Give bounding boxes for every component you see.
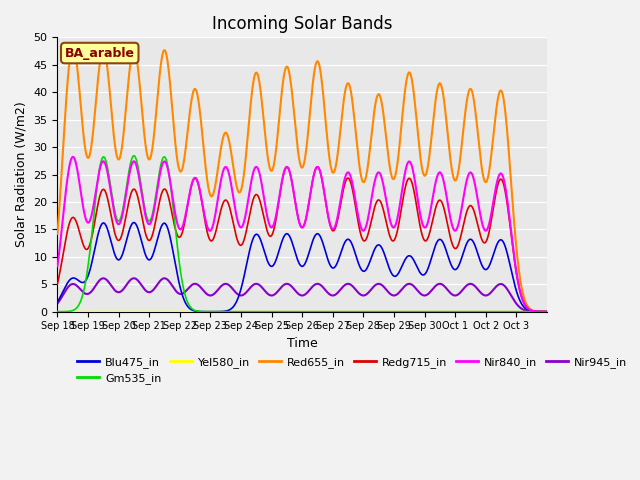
Y-axis label: Solar Radiation (W/m2): Solar Radiation (W/m2) [15, 102, 28, 247]
X-axis label: Time: Time [287, 337, 317, 350]
Title: Incoming Solar Bands: Incoming Solar Bands [212, 15, 392, 33]
Legend: Blu475_in, Gm535_in, Yel580_in, Red655_in, Redg715_in, Nir840_in, Nir945_in: Blu475_in, Gm535_in, Yel580_in, Red655_i… [73, 352, 632, 388]
Text: BA_arable: BA_arable [65, 47, 135, 60]
